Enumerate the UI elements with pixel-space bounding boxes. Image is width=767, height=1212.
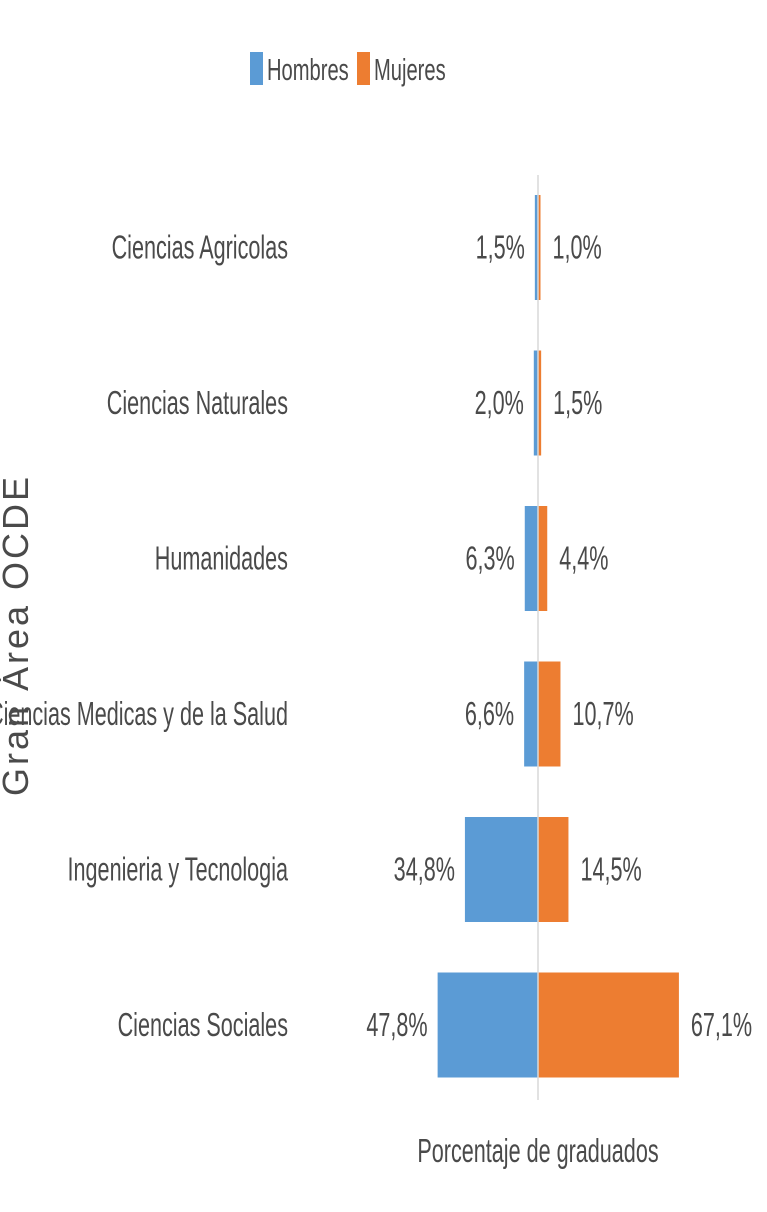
category-label-ingenieria-y-tecnologia: Ingenieria y Tecnologia	[68, 851, 289, 888]
category-labels: Ciencias Agricolas Ciencias Naturales Huma…	[0, 229, 288, 1043]
bar-hombres-ciencias-medicas-y-de-la-salud	[524, 661, 538, 767]
value-label-mujeres-ciencias-medicas-y-de-la-salud: 10,7%	[572, 695, 633, 732]
category-label-ciencias-naturales: Ciencias Naturales	[107, 384, 288, 421]
bar-mujeres-ciencias-agricolas	[538, 195, 541, 300]
value-label-hombres-ciencias-agricolas: 1,5%	[476, 229, 525, 266]
category-label-ciencias-sociales: Ciencias Sociales	[118, 1006, 288, 1043]
value-label-hombres-ciencias-naturales: 2,0%	[475, 384, 524, 421]
bar-mujeres-ingenieria-y-tecnologia	[538, 817, 569, 922]
value-label-mujeres-ciencias-agricolas: 1,0%	[553, 229, 602, 266]
bar-hombres-ingenieria-y-tecnologia	[464, 817, 538, 922]
bar-mujeres-ciencias-sociales	[538, 972, 679, 1078]
bar-hombres-ciencias-naturales	[533, 350, 538, 456]
value-label-mujeres-ciencias-naturales: 1,5%	[553, 384, 602, 421]
bar-mujeres-ciencias-medicas-y-de-la-salud	[538, 661, 561, 767]
value-label-hombres-humanidades: 6,3%	[466, 540, 515, 577]
y-axis-title: Gran Área OCDE	[0, 474, 36, 796]
bars	[437, 195, 679, 1078]
bar-mujeres-humanidades	[538, 506, 548, 611]
value-label-hombres-ingenieria-y-tecnologia: 34,8%	[394, 851, 455, 888]
bar-hombres-humanidades	[524, 506, 538, 611]
legend-label-mujeres: Mujeres	[374, 52, 446, 87]
category-label-ciencias-agricolas: Ciencias Agricolas	[112, 229, 288, 266]
bar-mujeres-ciencias-naturales	[538, 350, 542, 456]
legend-swatch-hombres	[250, 52, 263, 85]
value-label-hombres-ciencias-sociales: 47,8%	[366, 1006, 427, 1043]
category-label-ciencias-medicas-y-de-la-salud: Ciencias Medicas y de la Salud	[0, 695, 288, 732]
value-label-hombres-ciencias-medicas-y-de-la-salud: 6,6%	[465, 695, 514, 732]
value-label-mujeres-ingenieria-y-tecnologia: 14,5%	[580, 851, 641, 888]
bar-hombres-ciencias-sociales	[437, 972, 538, 1078]
legend-label-hombres: Hombres	[267, 52, 349, 87]
value-label-mujeres-ciencias-sociales: 67,1%	[691, 1006, 752, 1043]
bar-hombres-ciencias-agricolas	[534, 195, 538, 300]
value-labels: 1,5% 1,0% 2,0% 1,5% 6,3% 4,4% 6,6% 10,7% 34,8% 14…	[366, 229, 752, 1043]
legend: Hombres Mujeres	[250, 52, 446, 87]
value-label-mujeres-humanidades: 4,4%	[559, 540, 608, 577]
category-label-humanidades: Humanidades	[155, 540, 288, 577]
legend-swatch-mujeres	[357, 52, 370, 85]
x-axis-title: Porcentaje de graduados	[417, 1132, 658, 1169]
